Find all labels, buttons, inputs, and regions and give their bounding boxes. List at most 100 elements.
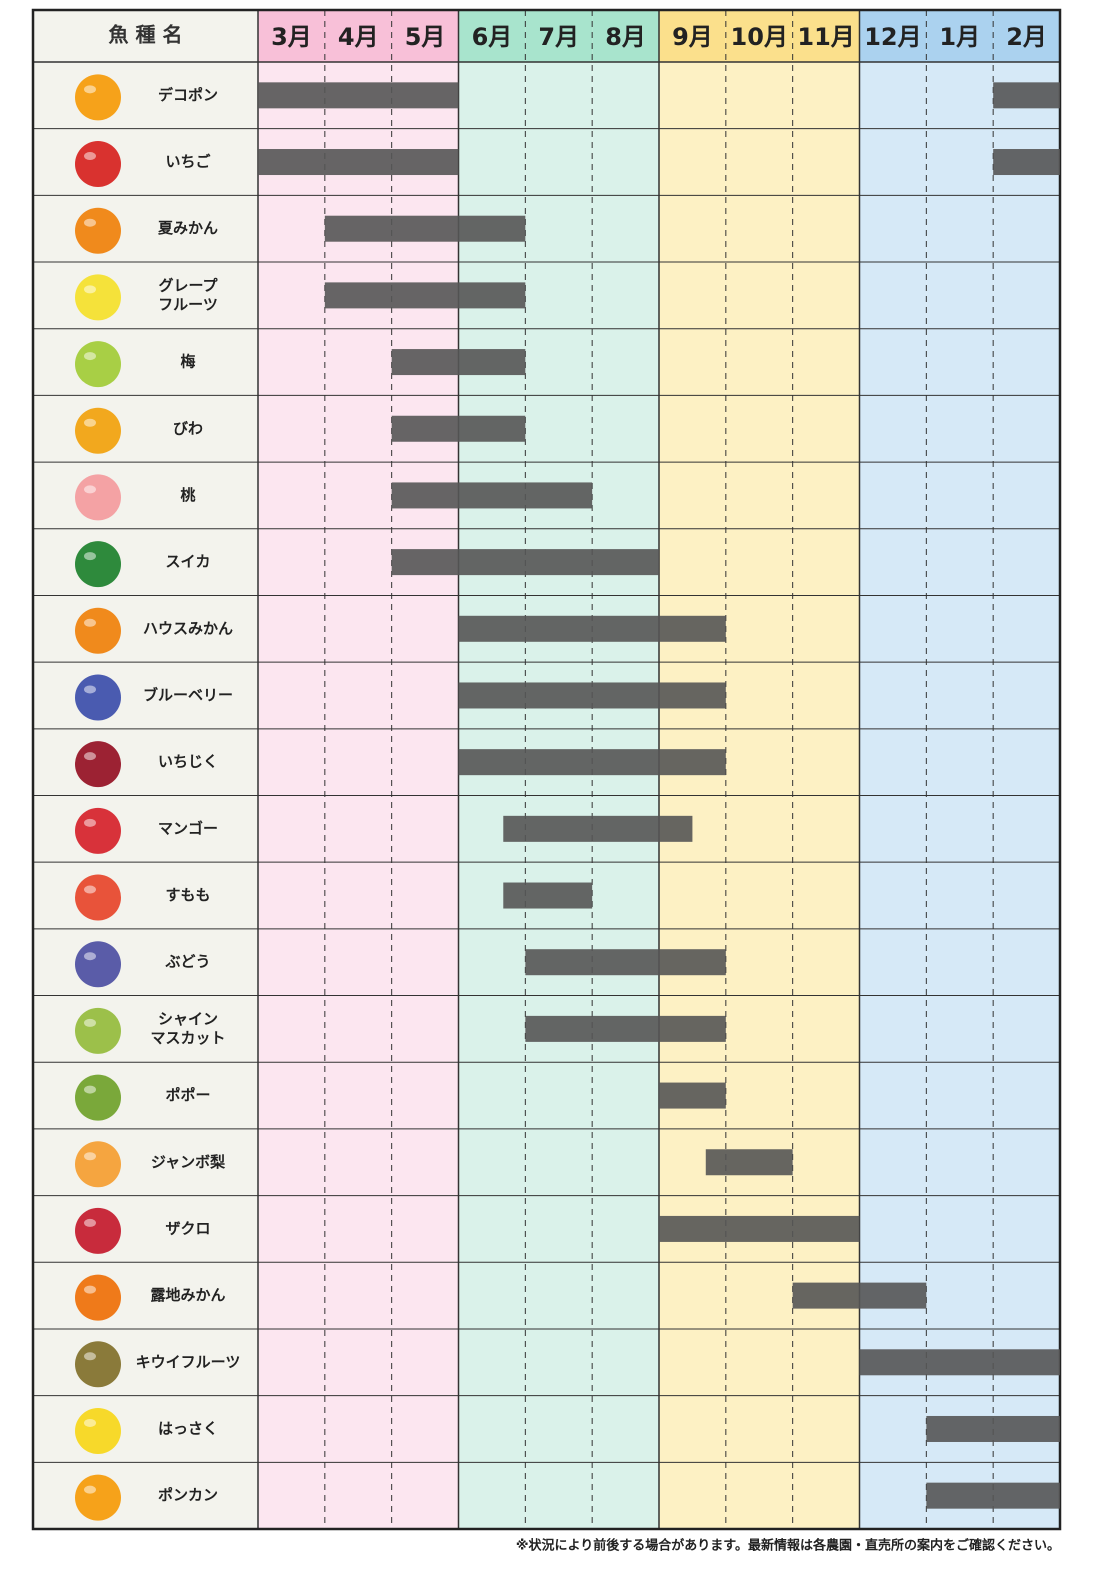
month-label: 3月 xyxy=(271,23,312,51)
season-bar xyxy=(324,215,526,242)
fruit-icon-highlight xyxy=(84,552,96,561)
fruit-icon xyxy=(75,874,121,921)
fruit-icon xyxy=(75,1007,121,1054)
fruit-icon xyxy=(75,807,121,854)
fruit-icon xyxy=(75,474,121,521)
month-label: 1月 xyxy=(939,23,980,51)
season-bar xyxy=(859,1349,1060,1376)
season-bar xyxy=(324,282,526,309)
fruit-icon xyxy=(75,407,121,454)
month-header-bg xyxy=(258,10,325,62)
season-bar xyxy=(792,1282,927,1309)
fruit-icon-highlight xyxy=(84,618,96,627)
month-label: 5月 xyxy=(405,23,446,51)
fruit-icon xyxy=(75,74,121,121)
fruit-name: デコポン xyxy=(158,86,218,104)
fruit-icon xyxy=(75,1207,121,1254)
fruit-icon xyxy=(75,1474,121,1521)
month-label: 2月 xyxy=(1006,23,1047,51)
fruit-icon-highlight xyxy=(84,752,96,761)
season-bar xyxy=(458,682,726,709)
fruit-name: すもも xyxy=(165,886,210,904)
month-label: 8月 xyxy=(605,23,646,51)
fruit-icon-highlight xyxy=(84,685,96,694)
fruit-icon-highlight xyxy=(84,485,96,494)
fruit-icon xyxy=(75,1407,121,1454)
fruit-icon-highlight xyxy=(84,1418,96,1427)
fruit-icon-highlight xyxy=(84,85,96,94)
month-label: 11月 xyxy=(797,23,854,51)
fruit-name: 梅 xyxy=(180,353,195,371)
season-bar xyxy=(993,149,1060,176)
name-column-bg xyxy=(33,10,258,1529)
season-bar xyxy=(525,1015,726,1042)
fruit-icon xyxy=(75,274,121,321)
fruit-icon xyxy=(75,1341,121,1388)
season-bar xyxy=(258,149,459,176)
fruit-icon xyxy=(75,341,121,388)
fruit-name: スイカ xyxy=(165,553,210,571)
month-label: 9月 xyxy=(672,23,713,51)
season-bar xyxy=(705,1149,793,1176)
season-bar xyxy=(391,482,593,509)
fruit-name: はっさく xyxy=(158,1419,218,1437)
fruit-icon xyxy=(75,674,121,721)
fruit-name: ぶどう xyxy=(164,953,210,971)
fruit-icon-highlight xyxy=(84,352,96,361)
season-bar xyxy=(458,749,726,776)
month-header-bg xyxy=(993,10,1060,62)
month-label: 7月 xyxy=(538,23,579,51)
fruit-icon-highlight xyxy=(84,1018,96,1027)
fruit-icon-highlight xyxy=(84,285,96,294)
season-bar xyxy=(391,549,659,576)
season-bar xyxy=(503,882,593,909)
fruit-name: ハウスみかん xyxy=(143,619,233,637)
fruit-name: びわ xyxy=(173,419,203,437)
month-header-bg xyxy=(926,10,994,62)
fruit-icon-highlight xyxy=(84,1085,96,1094)
fruit-icon xyxy=(75,1141,121,1188)
fruit-icon-highlight xyxy=(84,218,96,227)
fruit-icon xyxy=(75,1074,121,1121)
fruit-name: ジャンボ梨 xyxy=(151,1153,225,1171)
fruit-icon xyxy=(75,1274,121,1321)
fruit-name: 夏みかん xyxy=(157,219,218,237)
fruit-icon xyxy=(75,941,121,988)
season-bar xyxy=(525,949,726,976)
fruit-icon-highlight xyxy=(84,818,96,827)
fruit-icon xyxy=(75,541,121,588)
fruit-icon-highlight xyxy=(84,1285,96,1294)
fruit-name: マスカット xyxy=(150,1029,225,1047)
season-bar xyxy=(391,349,526,376)
month-header-bg xyxy=(592,10,659,62)
month-header-bg xyxy=(859,10,927,62)
fruit-name: 桃 xyxy=(180,486,195,504)
month-label: 10月 xyxy=(731,23,788,51)
season-bar xyxy=(391,415,526,442)
footnote: ※状況により前後する場合があります。最新情報は各農園・直売所の案内をご確認くださ… xyxy=(516,1538,1060,1554)
fruit-name: いちじく xyxy=(158,753,218,771)
fruit-name: マンゴー xyxy=(158,819,218,837)
month-header-bg xyxy=(792,10,860,62)
season-bar xyxy=(503,815,693,842)
fruit-icon-highlight xyxy=(84,1352,96,1361)
fruit-name: シャイン xyxy=(158,1010,218,1028)
fruit-icon-highlight xyxy=(84,1485,96,1494)
fruit-name: ポンカン xyxy=(158,1486,218,1504)
month-label: 12月 xyxy=(864,23,921,51)
fruit-name: グレープ xyxy=(158,276,218,294)
fruit-icon-highlight xyxy=(84,1152,96,1161)
fruit-icon xyxy=(75,207,121,254)
season-bar xyxy=(993,82,1060,109)
month-header-bg xyxy=(391,10,459,62)
fruit-name: いちご xyxy=(165,153,211,171)
season-bar xyxy=(926,1482,1060,1509)
table-border xyxy=(31,8,1062,1531)
header-label: 魚 種 名 xyxy=(109,23,183,47)
month-header-bg xyxy=(659,10,726,62)
fruit-name: ブルーベリー xyxy=(143,686,233,704)
fruit-name: ザクロ xyxy=(165,1219,210,1237)
fruit-icon-highlight xyxy=(84,885,96,894)
season-bar xyxy=(258,82,459,109)
